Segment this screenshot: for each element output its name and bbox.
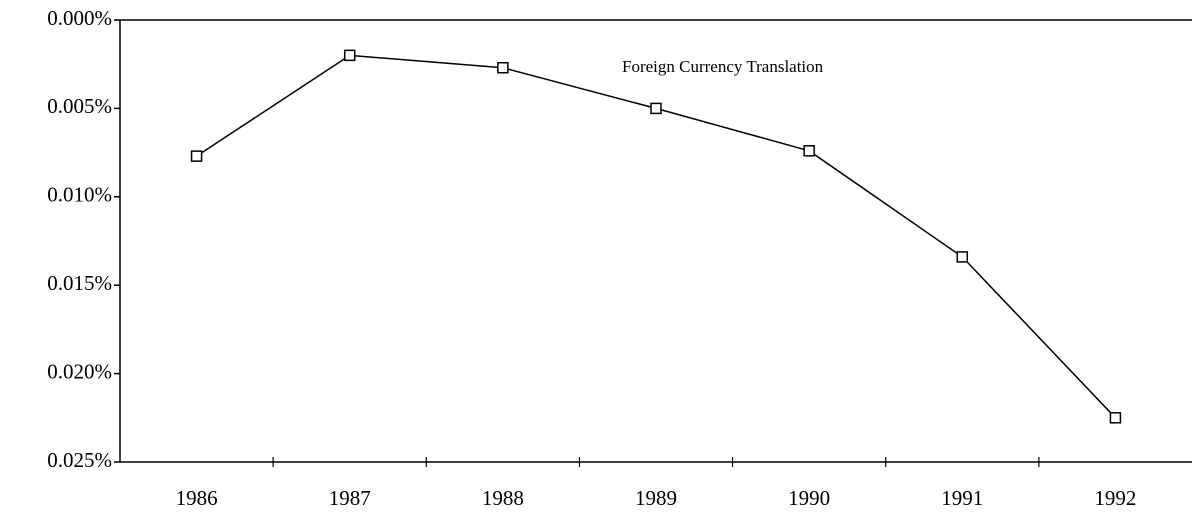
series-label: Foreign Currency Translation: [622, 57, 824, 76]
y-tick-label: 0.025%: [47, 448, 112, 472]
y-tick-label: 0.015%: [47, 271, 112, 295]
x-tick-label: 1987: [329, 486, 371, 510]
x-tick-label: 1991: [941, 486, 983, 510]
marker: [497, 61, 509, 74]
y-tick-label: 0.010%: [47, 183, 112, 207]
x-tick-label: 1988: [482, 486, 524, 510]
x-tick-label: 1992: [1094, 486, 1136, 510]
marker: [803, 145, 815, 157]
x-tick-label: 1986: [176, 486, 218, 510]
marker: [1109, 412, 1122, 424]
marker: [190, 150, 203, 162]
marker: [650, 102, 662, 115]
y-tick-label: 0.000%: [47, 6, 112, 30]
y-tick-label: 0.020%: [47, 359, 112, 383]
x-tick-label: 1989: [635, 486, 677, 510]
marker: [956, 251, 969, 263]
marker: [343, 49, 356, 62]
x-tick-label: 1990: [788, 486, 830, 510]
y-tick-label: 0.005%: [47, 94, 112, 118]
